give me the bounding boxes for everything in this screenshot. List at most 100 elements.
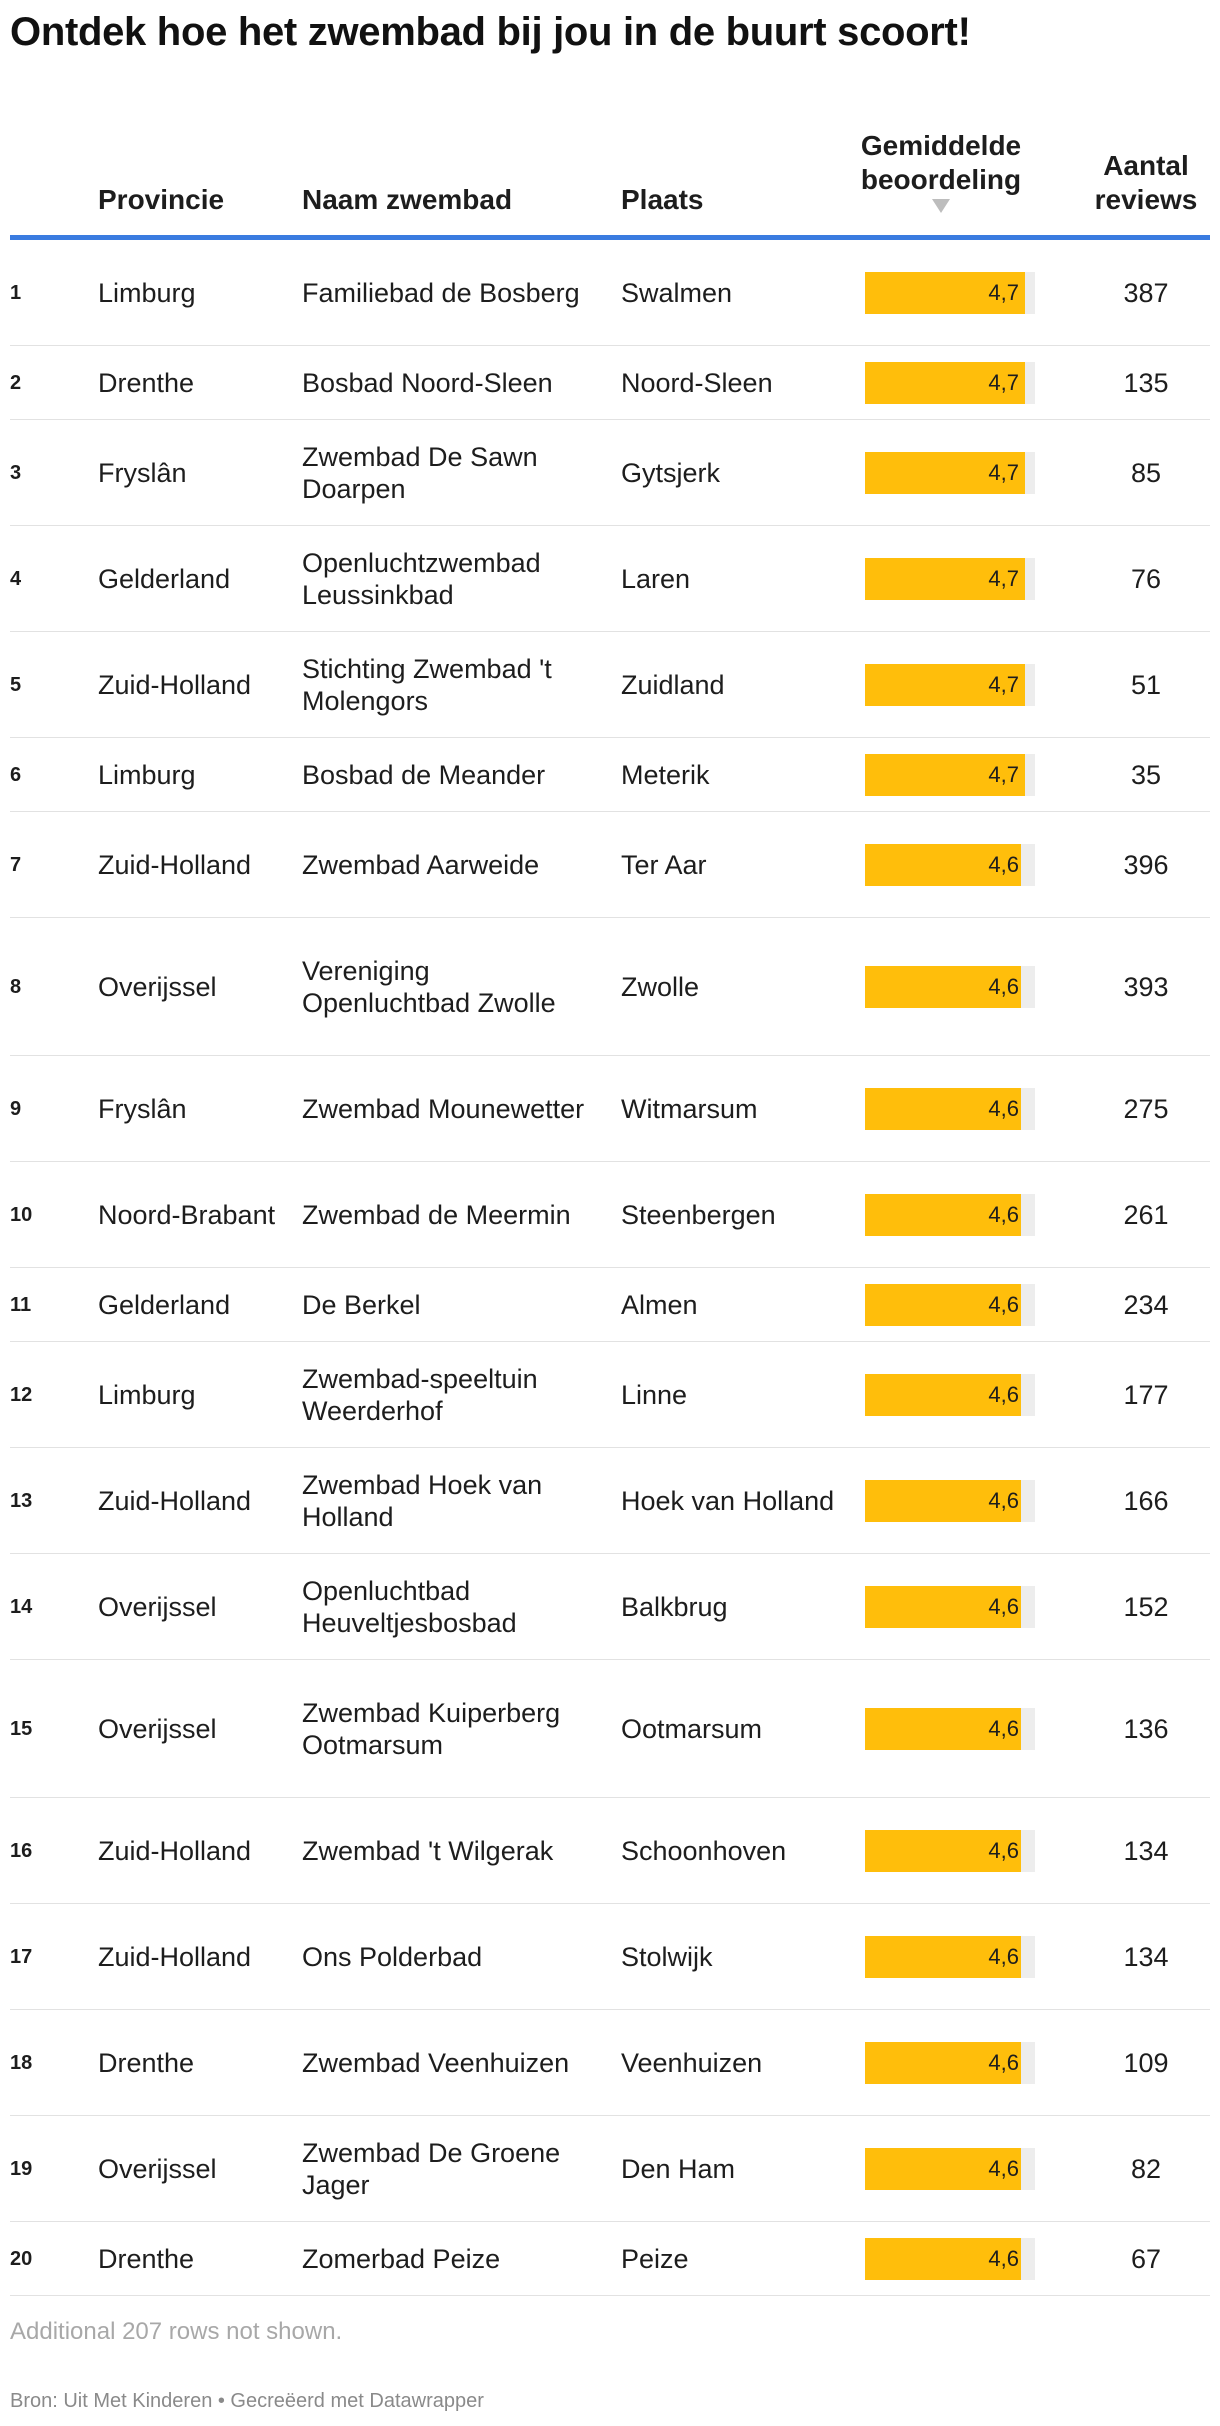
provincie-cell: Limburg <box>98 759 196 790</box>
table-row: 16 Zuid-Holland Zwembad 't Wilgerak Schoonh… <box>10 1798 1210 1904</box>
naam-cell: Zwembad Veenhuizen <box>302 2047 570 2078</box>
column-header-reviews[interactable]: Aantal reviews <box>1086 149 1206 217</box>
table-row: 20 Drenthe Zomerbad Peize Peize 67 4,6 <box>10 2222 1210 2296</box>
score-label: 4,6 <box>988 2245 1019 2271</box>
rank-cell: 7 <box>10 853 22 876</box>
rank-cell: 11 <box>10 1293 32 1316</box>
score-bar-track: 4,6 <box>865 1935 1035 1978</box>
naam-cell: Zwembad-speeltuin Weerderhof <box>302 1363 538 1426</box>
rank-cell: 12 <box>10 1383 33 1406</box>
score-bar <box>865 1087 1022 1130</box>
column-header-naam[interactable]: Naam zwembad <box>302 184 513 215</box>
table-row: 1 Limburg Familiebad de Bosberg Swalmen 387 4… <box>10 240 1210 346</box>
column-header-provincie[interactable]: Provincie <box>98 184 225 215</box>
plaats-cell: Ootmarsum <box>621 1713 763 1744</box>
naam-cell: Bosbad Noord-Sleen <box>302 367 553 398</box>
rank-cell: 8 <box>10 975 22 998</box>
score-label: 4,6 <box>988 1381 1019 1407</box>
column-header-score-line2: beoordeling <box>860 164 1022 195</box>
provincie-cell: Fryslân <box>98 457 187 488</box>
column-header-plaats[interactable]: Plaats <box>621 184 704 215</box>
provincie-cell: Gelderland <box>98 563 231 594</box>
score-bar <box>865 361 1025 404</box>
rank-cell: 15 <box>10 1717 33 1740</box>
plaats-cell: Zuidland <box>621 669 725 700</box>
score-label: 4,6 <box>988 1291 1019 1317</box>
score-bar <box>865 1373 1022 1416</box>
score-label: 4,6 <box>988 851 1019 877</box>
rank-cell: 4 <box>10 567 22 590</box>
naam-cell: Stichting Zwembad 't Molengors <box>302 653 552 716</box>
score-bar-track: 4,6 <box>865 1087 1035 1130</box>
score-bar-track: 4,6 <box>865 965 1035 1008</box>
sort-descending-icon[interactable] <box>932 199 950 213</box>
plaats-cell: Hoek van Holland <box>621 1485 835 1516</box>
provincie-cell: Zuid-Holland <box>98 1835 252 1866</box>
score-label: 4,6 <box>988 1715 1019 1741</box>
score-bar-track: 4,6 <box>865 1193 1035 1236</box>
column-header-score[interactable]: Gemiddelde beoordeling <box>856 129 1026 213</box>
reviews-cell: 85 <box>1130 457 1162 488</box>
provincie-cell: Gelderland <box>98 1289 231 1320</box>
rank-cell: 10 <box>10 1203 33 1226</box>
reviews-cell: 393 <box>1123 971 1169 1002</box>
plaats-cell: Veenhuizen <box>621 2047 763 2078</box>
score-label: 4,6 <box>988 1201 1019 1227</box>
score-label: 4,7 <box>988 565 1019 591</box>
plaats-cell: Zwolle <box>621 971 700 1002</box>
plaats-cell: Laren <box>621 563 691 594</box>
rank-cell: 1 <box>10 281 22 304</box>
plaats-cell: Witmarsum <box>621 1093 758 1124</box>
provincie-cell: Drenthe <box>98 2047 195 2078</box>
score-bar <box>865 843 1022 886</box>
score-bar-track: 4,6 <box>865 1373 1035 1416</box>
rank-cell: 16 <box>10 1839 33 1862</box>
score-bar <box>865 1935 1022 1978</box>
rank-cell: 19 <box>10 2157 33 2180</box>
score-label: 4,7 <box>988 671 1019 697</box>
score-bar-track: 4,7 <box>865 361 1035 404</box>
naam-cell: Zwembad Hoek van Holland <box>302 1469 543 1532</box>
rank-cell: 14 <box>10 1595 33 1618</box>
score-bar <box>865 753 1025 796</box>
score-bar <box>865 1283 1022 1326</box>
plaats-cell: Gytsjerk <box>621 457 721 488</box>
score-bar-track: 4,7 <box>865 557 1035 600</box>
table-row: 14 Overijssel Openluchtbad Heuveltjesbosba… <box>10 1554 1210 1660</box>
naam-cell: Ons Polderbad <box>302 1941 483 1972</box>
plaats-cell: Den Ham <box>621 2153 736 2184</box>
provincie-cell: Drenthe <box>98 2243 195 2274</box>
score-bar <box>865 1707 1022 1750</box>
plaats-cell: Swalmen <box>621 277 733 308</box>
provincie-cell: Overijssel <box>98 971 217 1002</box>
score-bar <box>865 2041 1022 2084</box>
table-row: 2 Drenthe Bosbad Noord-Sleen Noord-Sleen 135… <box>10 346 1210 420</box>
naam-cell: De Berkel <box>302 1289 421 1320</box>
score-bar <box>865 2237 1022 2280</box>
column-header-reviews-line1: Aantal <box>1103 150 1189 181</box>
score-label: 4,6 <box>988 1837 1019 1863</box>
provincie-cell: Zuid-Holland <box>98 849 252 880</box>
rank-cell: 17 <box>10 1945 33 1968</box>
table-row: 9 Fryslân Zwembad Mounewetter Witmarsum 275 4… <box>10 1056 1210 1162</box>
plaats-cell: Steenbergen <box>621 1199 776 1230</box>
naam-cell: Zwembad Kuiperberg Ootmarsum <box>302 1697 561 1760</box>
score-bar <box>865 1479 1022 1522</box>
provincie-cell: Noord-Brabant <box>98 1199 276 1230</box>
rank-cell: 18 <box>10 2051 33 2074</box>
reviews-cell: 135 <box>1123 367 1169 398</box>
provincie-cell: Zuid-Holland <box>98 1485 252 1516</box>
table-row: 11 Gelderland De Berkel Almen 234 4,6 <box>10 1268 1210 1342</box>
plaats-cell: Balkbrug <box>621 1591 728 1622</box>
naam-cell: Zwembad Mounewetter <box>302 1093 585 1124</box>
score-bar-track: 4,6 <box>865 1283 1035 1326</box>
rank-cell: 6 <box>10 763 22 786</box>
naam-cell: Zomerbad Peize <box>302 2243 501 2274</box>
score-label: 4,7 <box>988 369 1019 395</box>
plaats-cell: Linne <box>621 1379 688 1410</box>
reviews-cell: 109 <box>1123 2047 1169 2078</box>
score-bar <box>865 663 1025 706</box>
reviews-cell: 234 <box>1123 1289 1169 1320</box>
rank-cell: 5 <box>10 673 22 696</box>
score-bar <box>865 1585 1022 1628</box>
